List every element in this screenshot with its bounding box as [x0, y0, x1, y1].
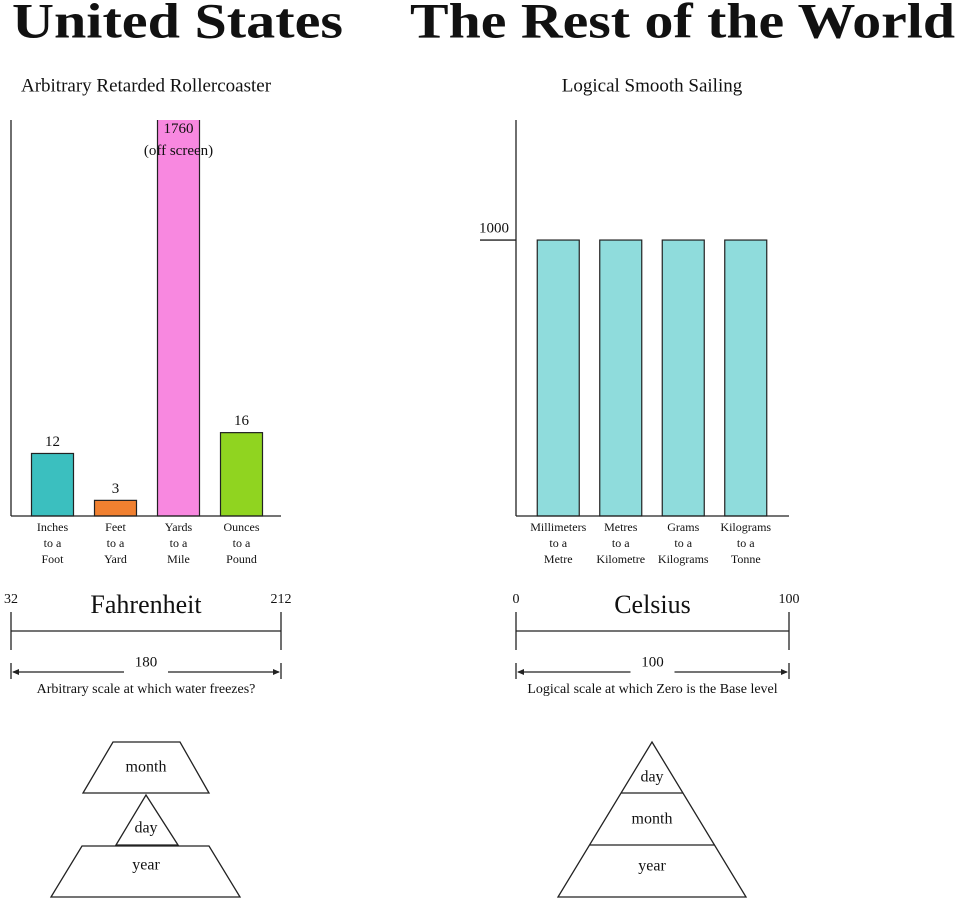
bar — [724, 239, 768, 517]
scale-caption: Arbitrary scale at which water freezes? — [37, 682, 256, 697]
bar — [599, 239, 643, 517]
x-tick-label: Metres to a Kilometre — [596, 520, 645, 566]
scale-min: 0 — [513, 592, 520, 607]
bar — [661, 239, 705, 517]
level-label: day — [134, 820, 157, 837]
x-tick-label: Feet to a Yard — [104, 520, 127, 566]
x-tick-label: Millimeters to a Metre — [530, 520, 586, 566]
shape — [81, 741, 211, 794]
level-label: year — [638, 858, 666, 875]
level-label: month — [632, 811, 673, 828]
heading: The Rest of the World — [410, 0, 955, 48]
arrow-head — [781, 669, 788, 675]
y-tick-label: 1000 — [479, 220, 509, 236]
x-tick-label: Grams to a Kilograms — [658, 520, 709, 566]
scale-title: Celsius — [614, 590, 691, 619]
shape — [114, 793, 180, 846]
x-tick-label: Ounces to a Pound — [224, 520, 260, 566]
span-label: 100 — [641, 654, 664, 670]
span-label: 180 — [135, 654, 158, 670]
bar — [219, 432, 264, 517]
x-tick-label: Inches to a Foot — [37, 520, 69, 566]
shape — [49, 845, 242, 898]
x-tick-label: Kilograms to a Tonne — [720, 520, 771, 566]
scale-min: 32 — [4, 592, 18, 607]
date-pyramid: month day year — [49, 741, 242, 898]
value-label: 16 — [234, 413, 250, 429]
value-label: 3 — [112, 481, 120, 497]
bar — [93, 499, 138, 517]
bar — [536, 239, 580, 517]
bar — [30, 452, 75, 517]
shape — [556, 740, 748, 898]
scale-max: 212 — [271, 592, 292, 607]
scale-title: Fahrenheit — [90, 590, 202, 619]
chart-title: Logical Smooth Sailing — [562, 75, 743, 96]
heading: United States — [12, 0, 343, 48]
value-label: 1760 (off screen) — [144, 121, 213, 159]
arrow-head — [273, 669, 280, 675]
level-label: year — [132, 857, 160, 874]
scale-caption: Logical scale at which Zero is the Base … — [527, 682, 777, 697]
level-label: day — [640, 769, 663, 786]
date-pyramid: day month year — [556, 740, 748, 898]
x-tick-label: Yards to a Mile — [165, 520, 193, 566]
arrow-head — [517, 669, 524, 675]
plot — [536, 239, 768, 517]
value-label: 12 — [45, 434, 60, 450]
scale-max: 100 — [779, 592, 800, 607]
level-label: month — [126, 759, 167, 776]
chart-title: Arbitrary Retarded Rollercoaster — [21, 75, 272, 96]
arrow-head — [12, 669, 19, 675]
